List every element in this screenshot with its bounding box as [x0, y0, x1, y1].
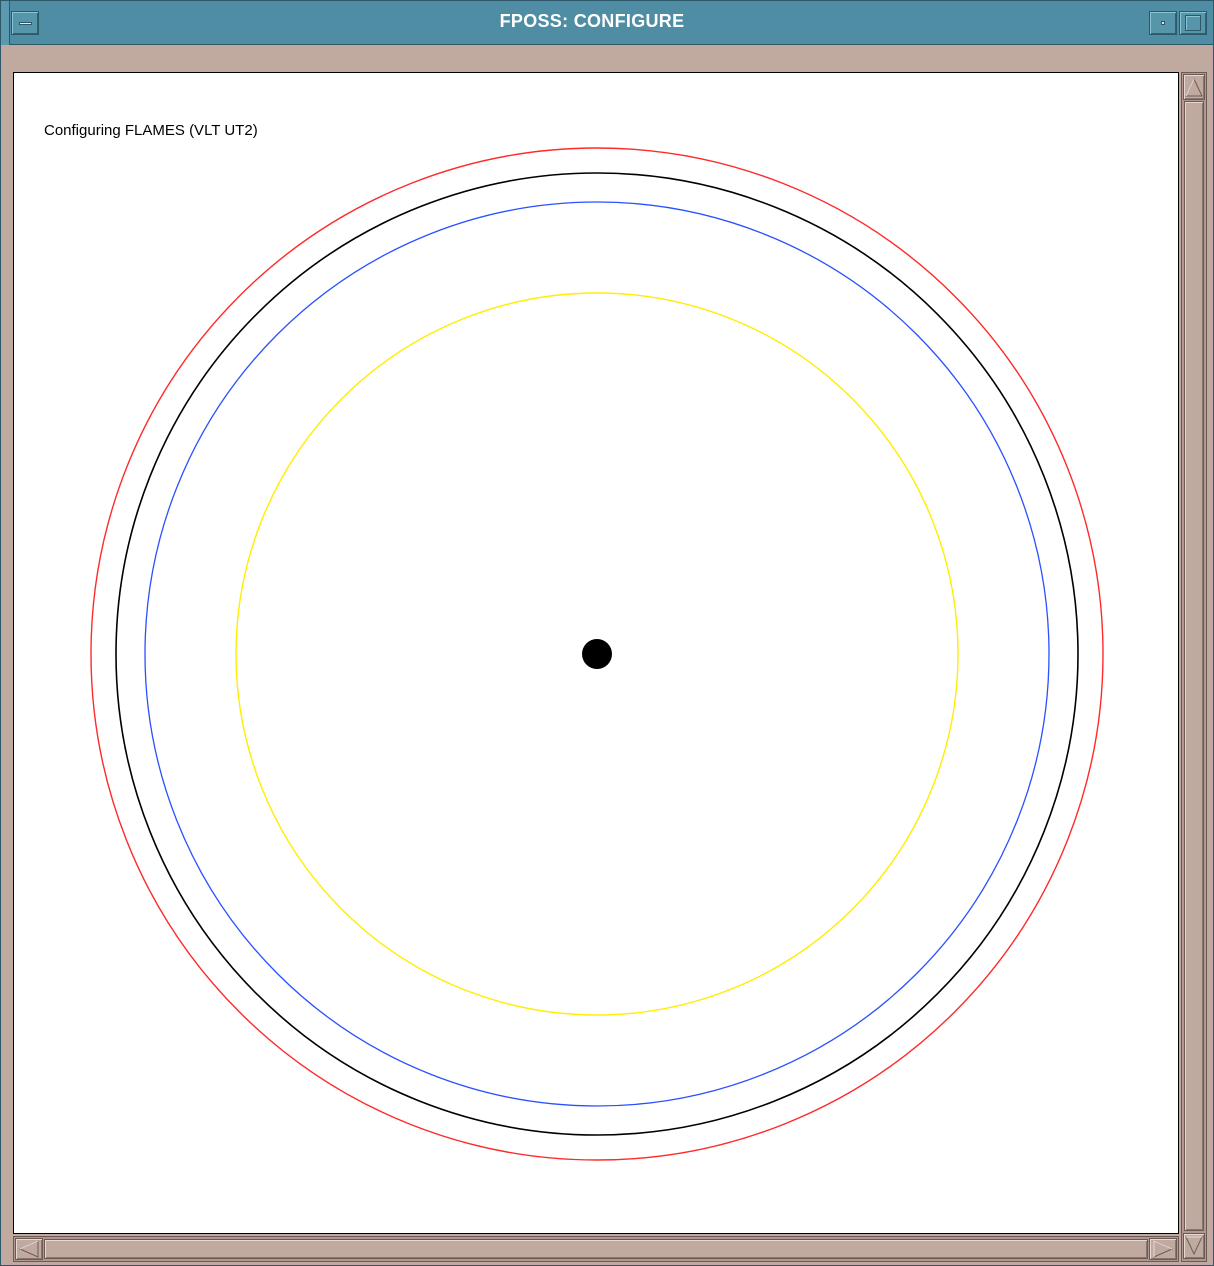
scroll-down-button[interactable] — [1183, 1233, 1205, 1259]
scroll-up-button[interactable] — [1183, 74, 1205, 100]
menu-strip — [9, 45, 1207, 71]
vertical-scroll-thumb[interactable] — [1184, 101, 1204, 1231]
yellow-circle — [235, 292, 959, 1016]
horizontal-scrollbar[interactable] — [13, 1236, 1179, 1262]
arrow-right-icon — [1153, 1240, 1174, 1258]
center-marker — [582, 639, 612, 669]
minimize-button[interactable] — [1149, 11, 1177, 35]
scroll-right-button[interactable] — [1149, 1238, 1177, 1260]
window-frame-left — [1, 1, 10, 45]
window-menu-button[interactable] — [11, 11, 39, 35]
maximize-button[interactable] — [1179, 11, 1207, 35]
configure-canvas[interactable]: Configuring FLAMES (VLT UT2) — [13, 72, 1179, 1234]
scroll-left-button[interactable] — [15, 1238, 43, 1260]
configuration-label: Configuring FLAMES (VLT UT2) — [44, 122, 258, 139]
red-circle — [90, 147, 1104, 1161]
window-title: FPOSS: CONFIGURE — [499, 11, 685, 31]
title-bar[interactable]: FPOSS: CONFIGURE — [1, 1, 1213, 45]
black-circle — [115, 172, 1079, 1136]
vertical-scrollbar[interactable] — [1181, 72, 1207, 1262]
arrow-up-icon — [1185, 77, 1203, 97]
arrow-left-icon — [18, 1240, 39, 1258]
window-menu-icon — [19, 22, 32, 25]
horizontal-scroll-thumb[interactable] — [44, 1239, 1148, 1259]
plate-drawing — [90, 147, 1104, 1161]
maximize-icon — [1185, 15, 1201, 31]
minimize-icon — [1161, 21, 1165, 25]
blue-circle — [144, 201, 1050, 1107]
arrow-down-icon — [1185, 1236, 1203, 1256]
